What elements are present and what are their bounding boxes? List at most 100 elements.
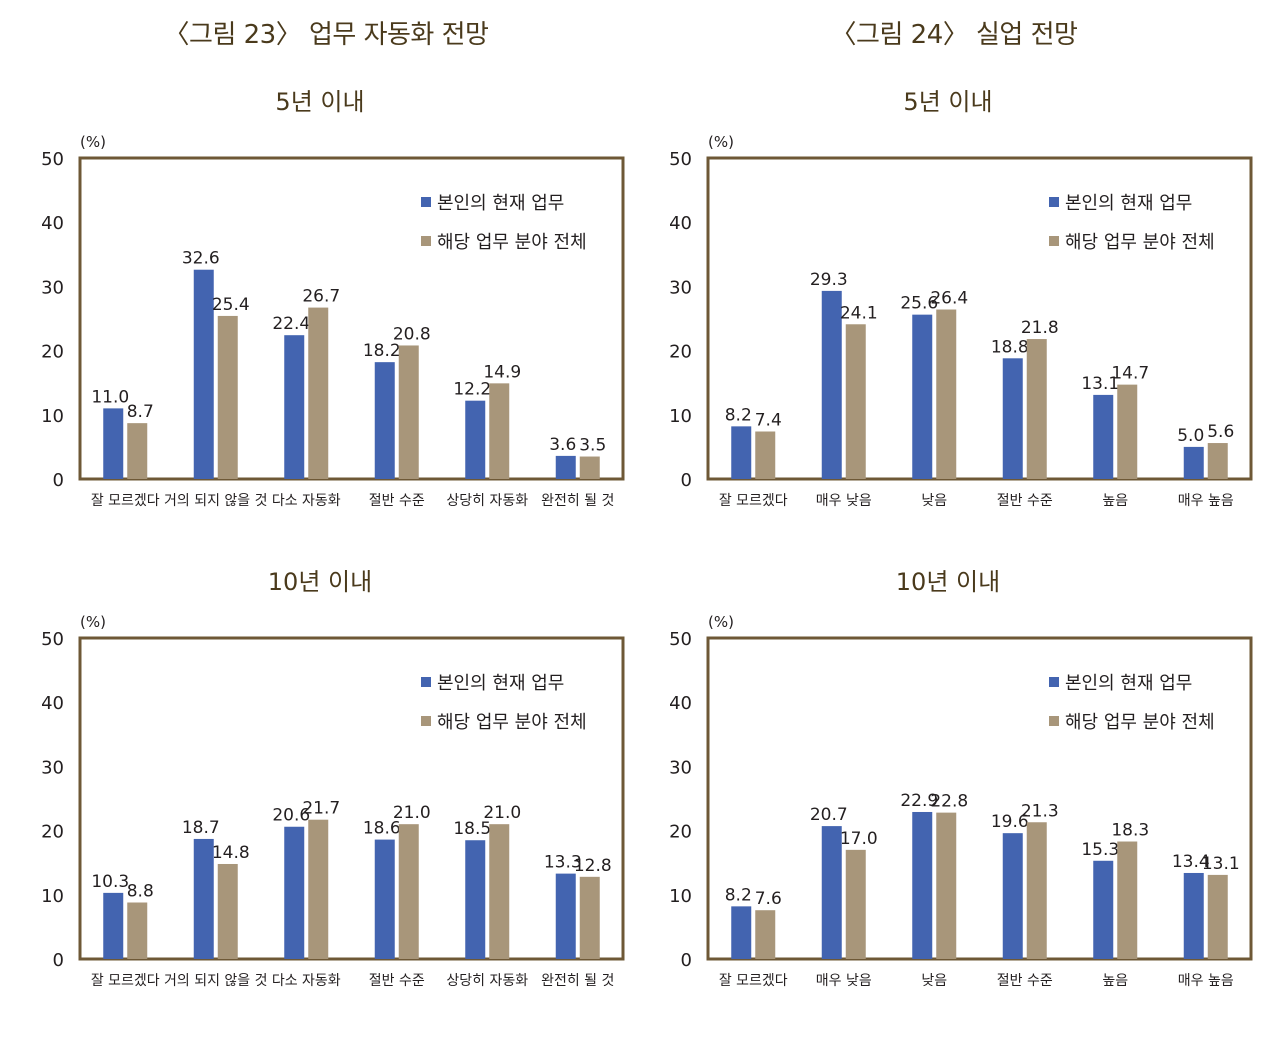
bar (103, 408, 124, 479)
legend-label: 해당 업무 분야 전체 (437, 712, 587, 733)
y-tick-label: 20 (41, 342, 64, 363)
legend-label: 해당 업무 분야 전체 (1065, 712, 1215, 733)
legend-swatch (1049, 236, 1059, 246)
legend-swatch (1049, 677, 1059, 687)
data-label: 7.4 (755, 410, 782, 430)
chart-panel-2: 5년 이내 (%) 0 10 20 30 40 50 8.2 7.4 잘 모르겠다 29.3 24.1… (628, 78, 1268, 558)
x-tick-label: 다소 자동화 (272, 973, 341, 989)
legend-label: 해당 업무 분야 전체 (437, 232, 587, 253)
y-tick-label: 10 (41, 406, 64, 427)
bar (374, 362, 395, 479)
plot-frame (706, 636, 1253, 961)
bar (489, 824, 510, 959)
chart-panel-3: 10년 이내 (%) 0 10 20 30 40 50 10.3 8.8 잘 모르겠다 18.7 14… (0, 558, 640, 1038)
data-label: 20.7 (810, 805, 848, 825)
plot-frame (706, 156, 1253, 481)
bar (1183, 446, 1204, 479)
bar (284, 335, 305, 479)
y-axis-unit-label: (%) (80, 613, 106, 631)
x-tick-label: 높음 (1102, 493, 1128, 509)
y-tick-label: 20 (41, 822, 64, 843)
y-tick-label: 30 (41, 277, 64, 298)
x-tick-label: 매우 높음 (1178, 493, 1234, 509)
data-label: 18.3 (1111, 821, 1149, 841)
y-axis-unit-label: (%) (708, 133, 734, 151)
bar (1026, 339, 1047, 479)
data-label: 8.8 (127, 882, 154, 902)
legend-swatch (1049, 197, 1059, 207)
x-tick-label: 절반 수준 (997, 973, 1053, 989)
bar (579, 456, 600, 479)
bar (821, 290, 842, 479)
y-tick-label: 30 (669, 277, 692, 298)
legend-swatch (1049, 716, 1059, 726)
data-label: 13.3 (544, 853, 582, 873)
y-tick-label: 50 (41, 149, 64, 170)
chart-title: 10년 이내 (895, 568, 1001, 596)
plot-frame (78, 636, 625, 961)
x-tick-label: 거의 되지 않을 것 (164, 973, 268, 989)
bar (465, 840, 486, 959)
bar (731, 426, 752, 479)
bar (821, 826, 842, 959)
bar (1207, 874, 1228, 959)
bar (755, 431, 776, 479)
data-label: 13.4 (1172, 852, 1210, 872)
data-label: 21.8 (1021, 318, 1059, 338)
data-label: 18.7 (182, 818, 220, 838)
data-label: 5.0 (1177, 426, 1204, 446)
data-label: 14.7 (1111, 364, 1149, 384)
bar (398, 824, 419, 959)
bar-chart: (%) 0 10 20 30 40 50 8.2 7.4 잘 모르겠다 29.3 24.1 매우 낮음 2… (669, 133, 1253, 509)
bar (555, 873, 576, 959)
y-tick-label: 20 (669, 342, 692, 363)
data-label: 8.2 (725, 405, 752, 425)
data-label: 21.0 (483, 803, 521, 823)
data-label: 26.4 (930, 289, 968, 309)
y-tick-label: 50 (41, 629, 64, 650)
y-tick-label: 10 (669, 406, 692, 427)
data-label: 18.8 (991, 337, 1029, 357)
bar (308, 307, 329, 479)
data-label: 21.0 (393, 803, 431, 823)
legend-swatch (421, 716, 431, 726)
bar (1117, 841, 1138, 959)
y-tick-label: 0 (53, 950, 64, 971)
legend-swatch (421, 677, 431, 687)
x-tick-label: 절반 수준 (369, 973, 425, 989)
bar (217, 315, 238, 479)
data-label: 21.7 (302, 799, 340, 819)
x-tick-label: 완전히 될 것 (541, 493, 614, 509)
legend-label: 본인의 현재 업무 (1065, 673, 1192, 694)
bar (579, 876, 600, 959)
x-tick-label: 낮음 (921, 493, 947, 509)
x-tick-label: 매우 높음 (1178, 973, 1234, 989)
x-tick-label: 거의 되지 않을 것 (164, 493, 268, 509)
data-label: 22.9 (900, 791, 938, 811)
data-label: 14.8 (212, 843, 250, 863)
bar (308, 819, 329, 959)
bar-chart: (%) 0 10 20 30 40 50 10.38.8 잘 모르겠다 18.7 14.8 거의 되지… (41, 613, 625, 989)
bar (731, 906, 752, 959)
data-label: 12.8 (574, 856, 612, 876)
x-tick-label: 잘 모르겠다 (91, 493, 160, 509)
data-label: 29.3 (810, 270, 848, 290)
data-label: 7.6 (755, 889, 782, 909)
data-label: 10.3 (91, 872, 129, 892)
data-label: 8.2 (725, 885, 752, 905)
bar (1093, 860, 1114, 959)
data-label: 13.1 (1202, 854, 1240, 874)
bar (374, 839, 395, 959)
bar (912, 811, 933, 959)
x-tick-label: 잘 모르겠다 (719, 973, 788, 989)
bar-chart: (%) 0 10 20 30 40 50 8.2 7.6 잘 모르겠다 20.7 17.0 매우 낮음 2… (669, 613, 1253, 989)
bar (127, 902, 148, 959)
data-label: 3.5 (579, 436, 606, 456)
x-tick-label: 상당히 자동화 (446, 973, 528, 989)
y-tick-label: 40 (41, 213, 64, 234)
bar (127, 423, 148, 479)
bar (1183, 872, 1204, 959)
data-label: 15.3 (1081, 840, 1119, 860)
data-label: 17.0 (840, 829, 878, 849)
data-label: 22.4 (272, 314, 310, 334)
